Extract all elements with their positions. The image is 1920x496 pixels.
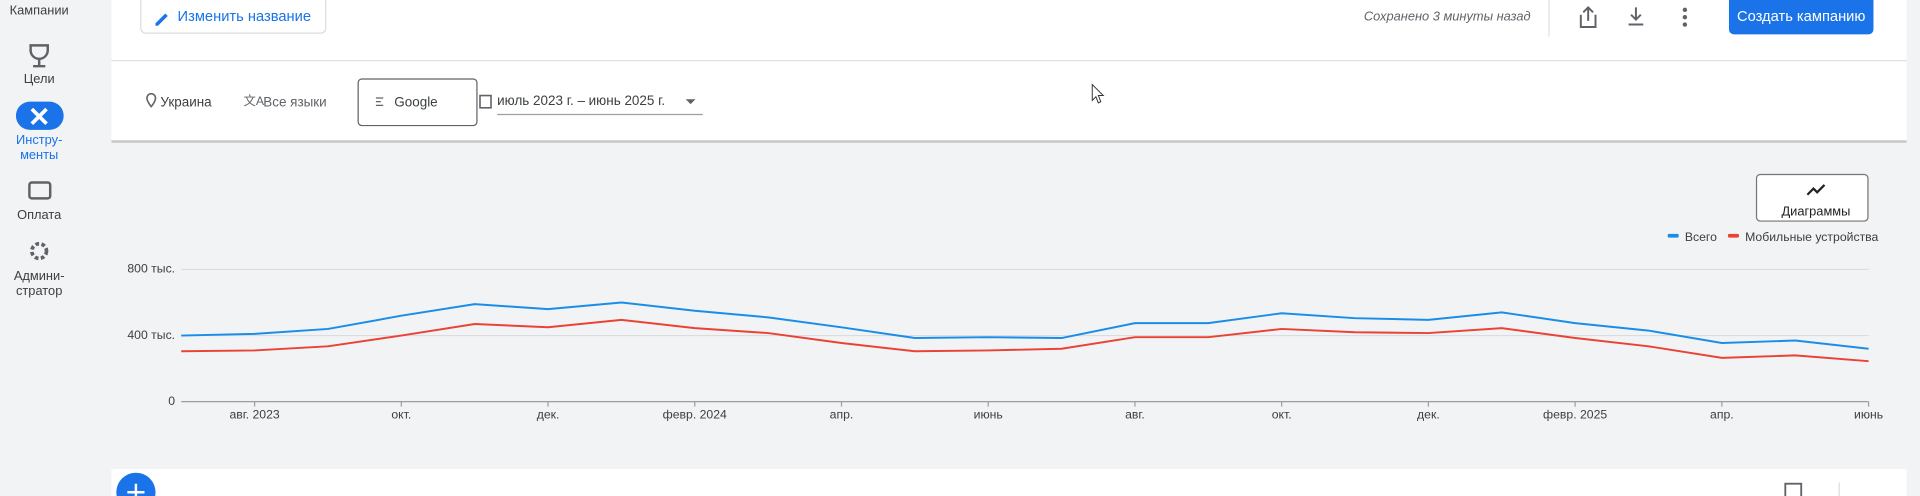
x-tick-label: окт.: [391, 407, 411, 421]
location-icon: [146, 92, 157, 108]
create-button[interactable]: [1728, 0, 1874, 35]
saved-status: Сохранено 3 минуты назад: [1364, 9, 1531, 24]
columns-button[interactable]: [1784, 482, 1803, 496]
nav-label[interactable]: Админи-: [14, 268, 65, 283]
x-tick-label: апр.: [830, 407, 854, 421]
charts-icon: [1806, 184, 1826, 196]
network-filter[interactable]: [357, 78, 478, 127]
table-panel: [111, 469, 1907, 496]
x-tick-label: апр.: [1710, 407, 1734, 421]
legend-label: Всего: [1685, 230, 1717, 244]
charts-button[interactable]: [1755, 173, 1869, 222]
x-tick-label: февр. 2024: [663, 407, 727, 421]
goals-icon: [29, 44, 49, 68]
network-label[interactable]: Google: [394, 94, 437, 109]
y-tick-label: 0: [168, 394, 175, 408]
legend-swatch: [1727, 233, 1739, 238]
date-filter[interactable]: июль 2023 г. – июнь 2025 г.: [497, 93, 665, 108]
legend-label: Мобильные устройства: [1745, 230, 1878, 244]
language-icon: 文A: [244, 93, 265, 108]
x-tick-label: дек.: [1417, 407, 1440, 421]
create-label[interactable]: Создать кампанию: [1737, 9, 1865, 25]
legend-swatch: [1667, 233, 1679, 238]
calendar-icon: [479, 94, 492, 109]
admin-icon: [30, 241, 49, 261]
series-line: [181, 318, 1869, 363]
y-tick-label: 800 тыс.: [127, 262, 175, 276]
location-filter[interactable]: Украина: [160, 94, 212, 109]
y-tick-label: 400 тыс.: [127, 328, 175, 342]
sidebar: Кампании Цели Инстру- менты Оплата Админ…: [10, 2, 69, 297]
nav-label[interactable]: менты: [20, 147, 58, 162]
dropdown-caret[interactable]: [685, 99, 696, 105]
x-tick-label: авг.: [1125, 407, 1145, 421]
x-tick-label: дек.: [537, 407, 560, 421]
add-icon: [127, 483, 145, 496]
x-tick-label: июнь: [1854, 407, 1883, 421]
rename-button[interactable]: [140, 0, 327, 34]
more-button[interactable]: [1682, 7, 1688, 27]
download-button[interactable]: [1628, 7, 1644, 26]
charts-label[interactable]: Диаграммы: [1781, 203, 1850, 218]
edit-icon: [155, 13, 168, 26]
nav-label[interactable]: стратор: [16, 283, 62, 298]
sidebar-top[interactable]: Кампании: [10, 2, 69, 17]
rename-label[interactable]: Изменить название: [178, 9, 311, 25]
x-tick-label: февр. 2025: [1543, 407, 1607, 421]
nav-label[interactable]: Инстру-: [16, 132, 62, 147]
series-line: [181, 301, 1869, 350]
share-button[interactable]: [1579, 6, 1597, 28]
chart: 0 400 тыс. 800 тыс. авг. 2023 окт. дек. февр. …: [127, 230, 1883, 422]
nav-label[interactable]: Оплата: [17, 207, 62, 222]
network-icon: [375, 97, 384, 106]
tools-icon: [30, 107, 48, 126]
billing-icon: [28, 181, 52, 200]
x-tick-label: июнь: [974, 407, 1003, 421]
language-filter[interactable]: Все языки: [263, 94, 326, 109]
x-tick-label: авг. 2023: [229, 407, 279, 421]
x-tick-label: окт.: [1272, 407, 1292, 421]
cursor: [1091, 83, 1105, 104]
nav-label[interactable]: Цели: [24, 71, 55, 86]
